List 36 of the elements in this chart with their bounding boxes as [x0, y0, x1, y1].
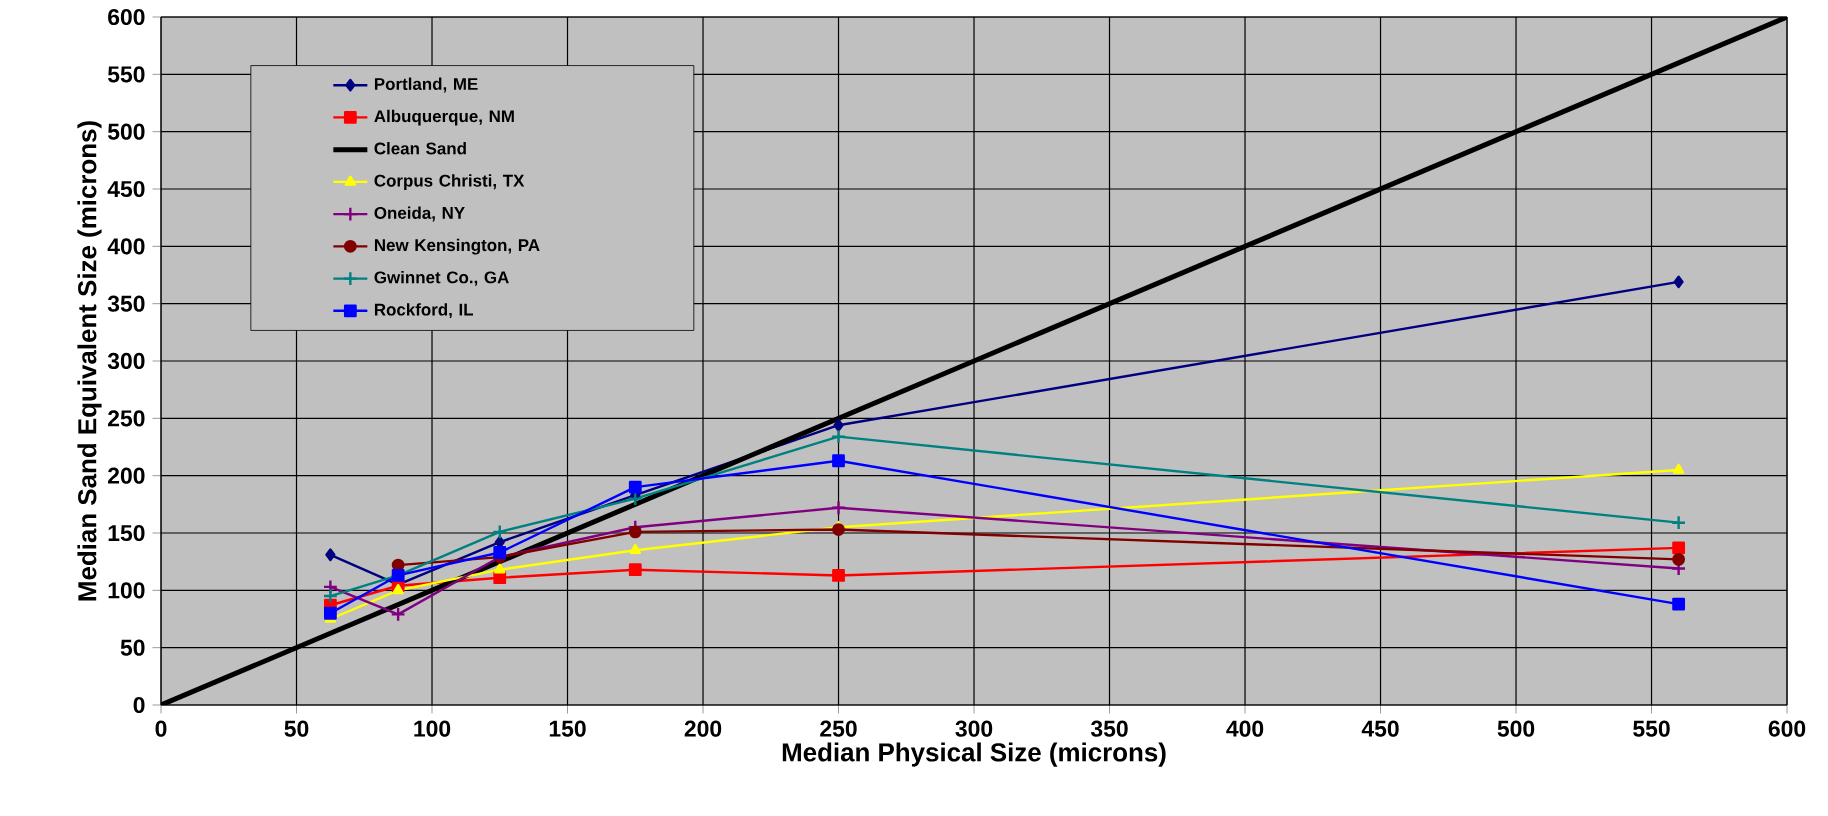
- y-tick-label: 200: [108, 467, 145, 484]
- x-tick-label: 0: [155, 720, 167, 737]
- x-tick-label: 350: [1090, 720, 1128, 737]
- legend-label: Albuquerque, NM: [374, 109, 514, 126]
- legend-label: Clean Sand: [374, 142, 466, 155]
- y-tick-label: 550: [107, 66, 145, 83]
- x-tick-label: 500: [1497, 720, 1535, 737]
- y-tick-label: 350: [107, 295, 145, 312]
- y-tick-label: 150: [108, 524, 145, 542]
- y-tick-label: 600: [108, 8, 145, 26]
- y-tick-label: 0: [133, 696, 145, 714]
- y-axis-title: Median Sand Equivalent Size (microns): [77, 121, 102, 601]
- y-tick-label: 100: [108, 582, 145, 599]
- x-tick-label: 250: [820, 720, 857, 737]
- legend-label: Gwinnet Co., GA: [374, 270, 509, 286]
- y-tick-label: 300: [107, 352, 145, 370]
- y-tick-label: 500: [107, 123, 145, 140]
- x-axis-title: Median Physical Size (microns): [782, 742, 1166, 767]
- legend-label: New Kensington, PA: [374, 238, 540, 255]
- legend-label: Oneida, NY: [374, 206, 465, 222]
- x-tick-label: 100: [414, 720, 451, 737]
- x-tick-label: 550: [1633, 720, 1670, 737]
- y-tick-label: 250: [108, 410, 145, 427]
- legend-label: Corpus Christi, TX: [374, 174, 525, 191]
- x-tick-label: 600: [1768, 720, 1806, 737]
- x-tick-label: 50: [284, 720, 309, 737]
- x-tick-label: 200: [684, 720, 722, 737]
- x-tick-label: 400: [1226, 720, 1264, 737]
- y-tick-label: 450: [107, 180, 145, 198]
- y-tick-label: 400: [107, 238, 145, 255]
- x-tick-label: 150: [549, 720, 586, 737]
- x-tick-label: 300: [955, 720, 993, 737]
- legend-label: Portland, ME: [374, 77, 478, 93]
- y-tick-label: 50: [120, 639, 145, 656]
- legend-label: Rockford, IL: [374, 303, 474, 319]
- x-tick-label: 450: [1361, 720, 1399, 737]
